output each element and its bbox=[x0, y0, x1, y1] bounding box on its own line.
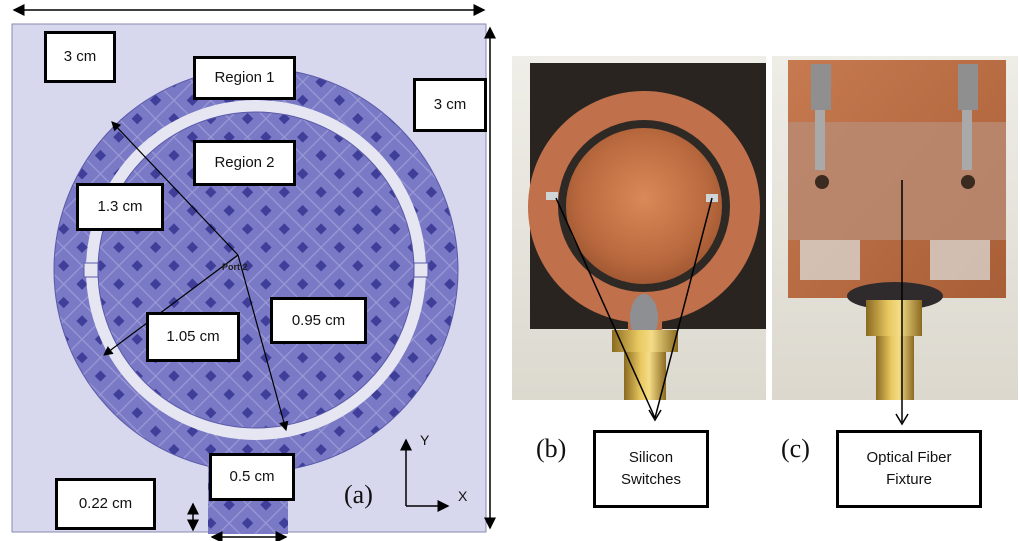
label-radius-1-05cm: 1.05 cm bbox=[146, 312, 240, 362]
switch-bridge-left bbox=[83, 262, 99, 278]
callout-silicon-switches-line1: Silicon bbox=[628, 449, 674, 466]
callout-optical-fiber-fixture-line1: Optical Fiber bbox=[866, 449, 952, 466]
label-3cm-top-left: 3 cm bbox=[44, 31, 116, 83]
x-axis-label: X bbox=[458, 488, 468, 504]
panel-b-label: (b) bbox=[536, 434, 567, 463]
radius-1-05cm-line bbox=[103, 254, 239, 356]
label-feed-width: 0.5 cm bbox=[209, 453, 295, 501]
port-text: Port 2 bbox=[222, 262, 248, 272]
label-radius-1-3cm: 1.3 cm bbox=[76, 183, 164, 231]
callout-optical-fiber-fixture: Optical Fiber Fixture bbox=[836, 430, 982, 508]
radius-1-3cm-line bbox=[111, 121, 239, 256]
label-3cm-right: 3 cm bbox=[413, 78, 487, 132]
callout-silicon-switches-line2: Switches bbox=[620, 471, 682, 488]
panel-c-label: (c) bbox=[781, 434, 810, 463]
radius-0-95cm-line bbox=[237, 254, 289, 432]
callout-optical-fiber-fixture-line2: Fixture bbox=[886, 471, 932, 488]
label-feed-gap: 0.22 cm bbox=[55, 478, 156, 530]
panel-a-label: (a) bbox=[344, 480, 373, 509]
callout-silicon-switches: Silicon Switches bbox=[593, 430, 709, 508]
switch-bridge-right bbox=[413, 262, 429, 278]
label-radius-0-95cm: 0.95 cm bbox=[270, 297, 367, 344]
label-region-2: Region 2 bbox=[193, 140, 296, 186]
y-axis-label: Y bbox=[420, 432, 430, 448]
label-region-1: Region 1 bbox=[193, 56, 296, 100]
